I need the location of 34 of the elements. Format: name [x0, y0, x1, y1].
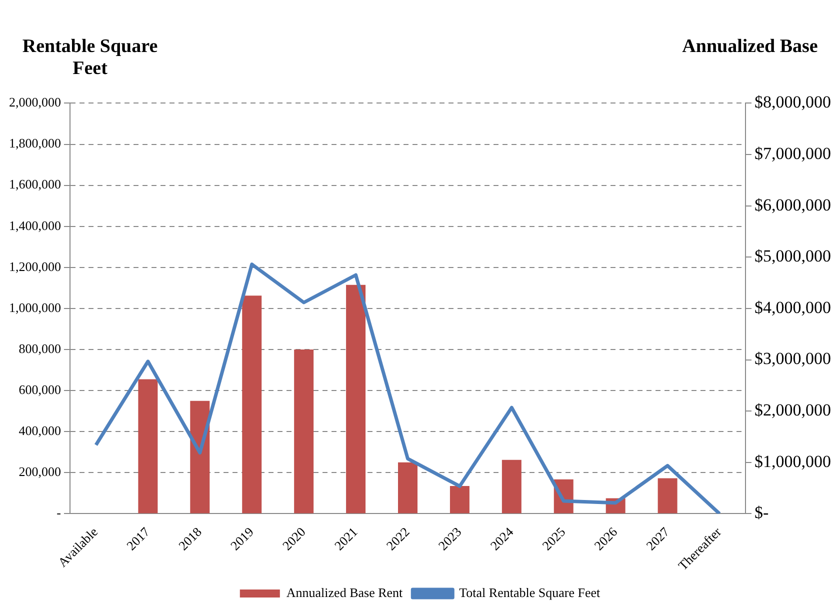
y-tick-label: -	[56, 505, 61, 520]
y2-tick-label: $3,000,000	[754, 349, 831, 368]
y-tick-label: 2,000,000	[9, 94, 61, 110]
y-tick-label: 1,000,000	[9, 300, 61, 315]
y-tick-label: 1,200,000	[9, 258, 61, 274]
x-tick-label: 2021	[331, 524, 360, 554]
y-tick-label: 800,000	[18, 340, 61, 356]
y-tick-label: 400,000	[18, 423, 61, 438]
y-tick-label: 600,000	[18, 382, 61, 397]
y2-tick-label: $8,000,000	[754, 92, 831, 112]
bar	[398, 462, 418, 514]
y2-tick-label: $1,000,000	[754, 452, 831, 471]
bar	[502, 460, 522, 514]
y2-axis-title: Annualized Base	[681, 36, 819, 58]
bar	[242, 296, 262, 514]
y2-tick-label: $7,000,000	[754, 144, 831, 163]
y2-tick-label: $6,000,000	[754, 195, 831, 214]
y-tick-label: 200,000	[18, 464, 61, 480]
y-tick-label: 1,800,000	[9, 136, 61, 151]
legend-label: Annualized Base Rent	[286, 584, 404, 600]
bar	[658, 478, 678, 514]
bar	[138, 379, 158, 514]
bar	[294, 350, 314, 514]
bar	[450, 486, 470, 514]
y-tick-label: 1,400,000	[9, 218, 61, 233]
legend-label: Total Rentable Square Feet	[459, 584, 600, 600]
y2-tick-label: $2,000,000	[754, 400, 831, 420]
y-tick-label: 1,600,000	[9, 176, 61, 192]
y2-tick-label: $4,000,000	[754, 298, 831, 317]
bar	[190, 400, 210, 514]
bar	[346, 284, 366, 514]
y2-tick-label: $-	[754, 503, 769, 522]
y-axis-title: Rentable Square Feet	[21, 36, 159, 80]
y2-tick-label: $5,000,000	[754, 246, 831, 266]
